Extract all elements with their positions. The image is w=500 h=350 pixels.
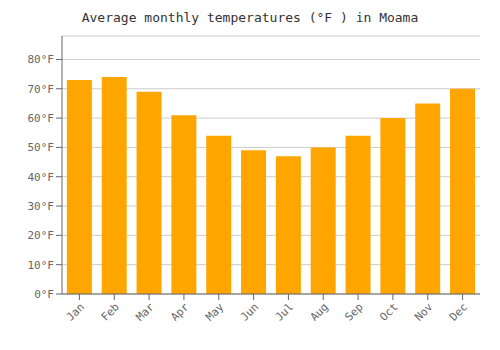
- svg-text:Nov: Nov: [412, 300, 436, 324]
- svg-text:Jun: Jun: [238, 300, 261, 323]
- svg-text:60°F: 60°F: [28, 112, 55, 125]
- svg-text:0°F: 0°F: [34, 288, 54, 301]
- svg-text:20°F: 20°F: [28, 229, 55, 242]
- svg-text:Jul: Jul: [273, 300, 296, 323]
- svg-text:Sep: Sep: [342, 300, 365, 323]
- svg-text:80°F: 80°F: [28, 53, 55, 66]
- svg-text:Feb: Feb: [99, 300, 122, 323]
- svg-text:Dec: Dec: [447, 300, 470, 323]
- svg-text:Jan: Jan: [64, 300, 87, 323]
- svg-text:Aug: Aug: [308, 300, 331, 323]
- svg-text:70°F: 70°F: [28, 83, 55, 96]
- svg-text:10°F: 10°F: [28, 259, 55, 272]
- svg-text:May: May: [203, 300, 227, 324]
- html-text:Average monthly temperatures (: Average monthly temperatures (°F ) in Mo…: [81, 10, 419, 25]
- svg-text:50°F: 50°F: [28, 141, 55, 154]
- svg-text:Apr: Apr: [168, 300, 192, 324]
- svg-text:Oct: Oct: [377, 300, 400, 323]
- svg-text:30°F: 30°F: [28, 200, 55, 213]
- svg-text:Mar: Mar: [133, 300, 157, 324]
- svg-text:40°F: 40°F: [28, 171, 55, 184]
